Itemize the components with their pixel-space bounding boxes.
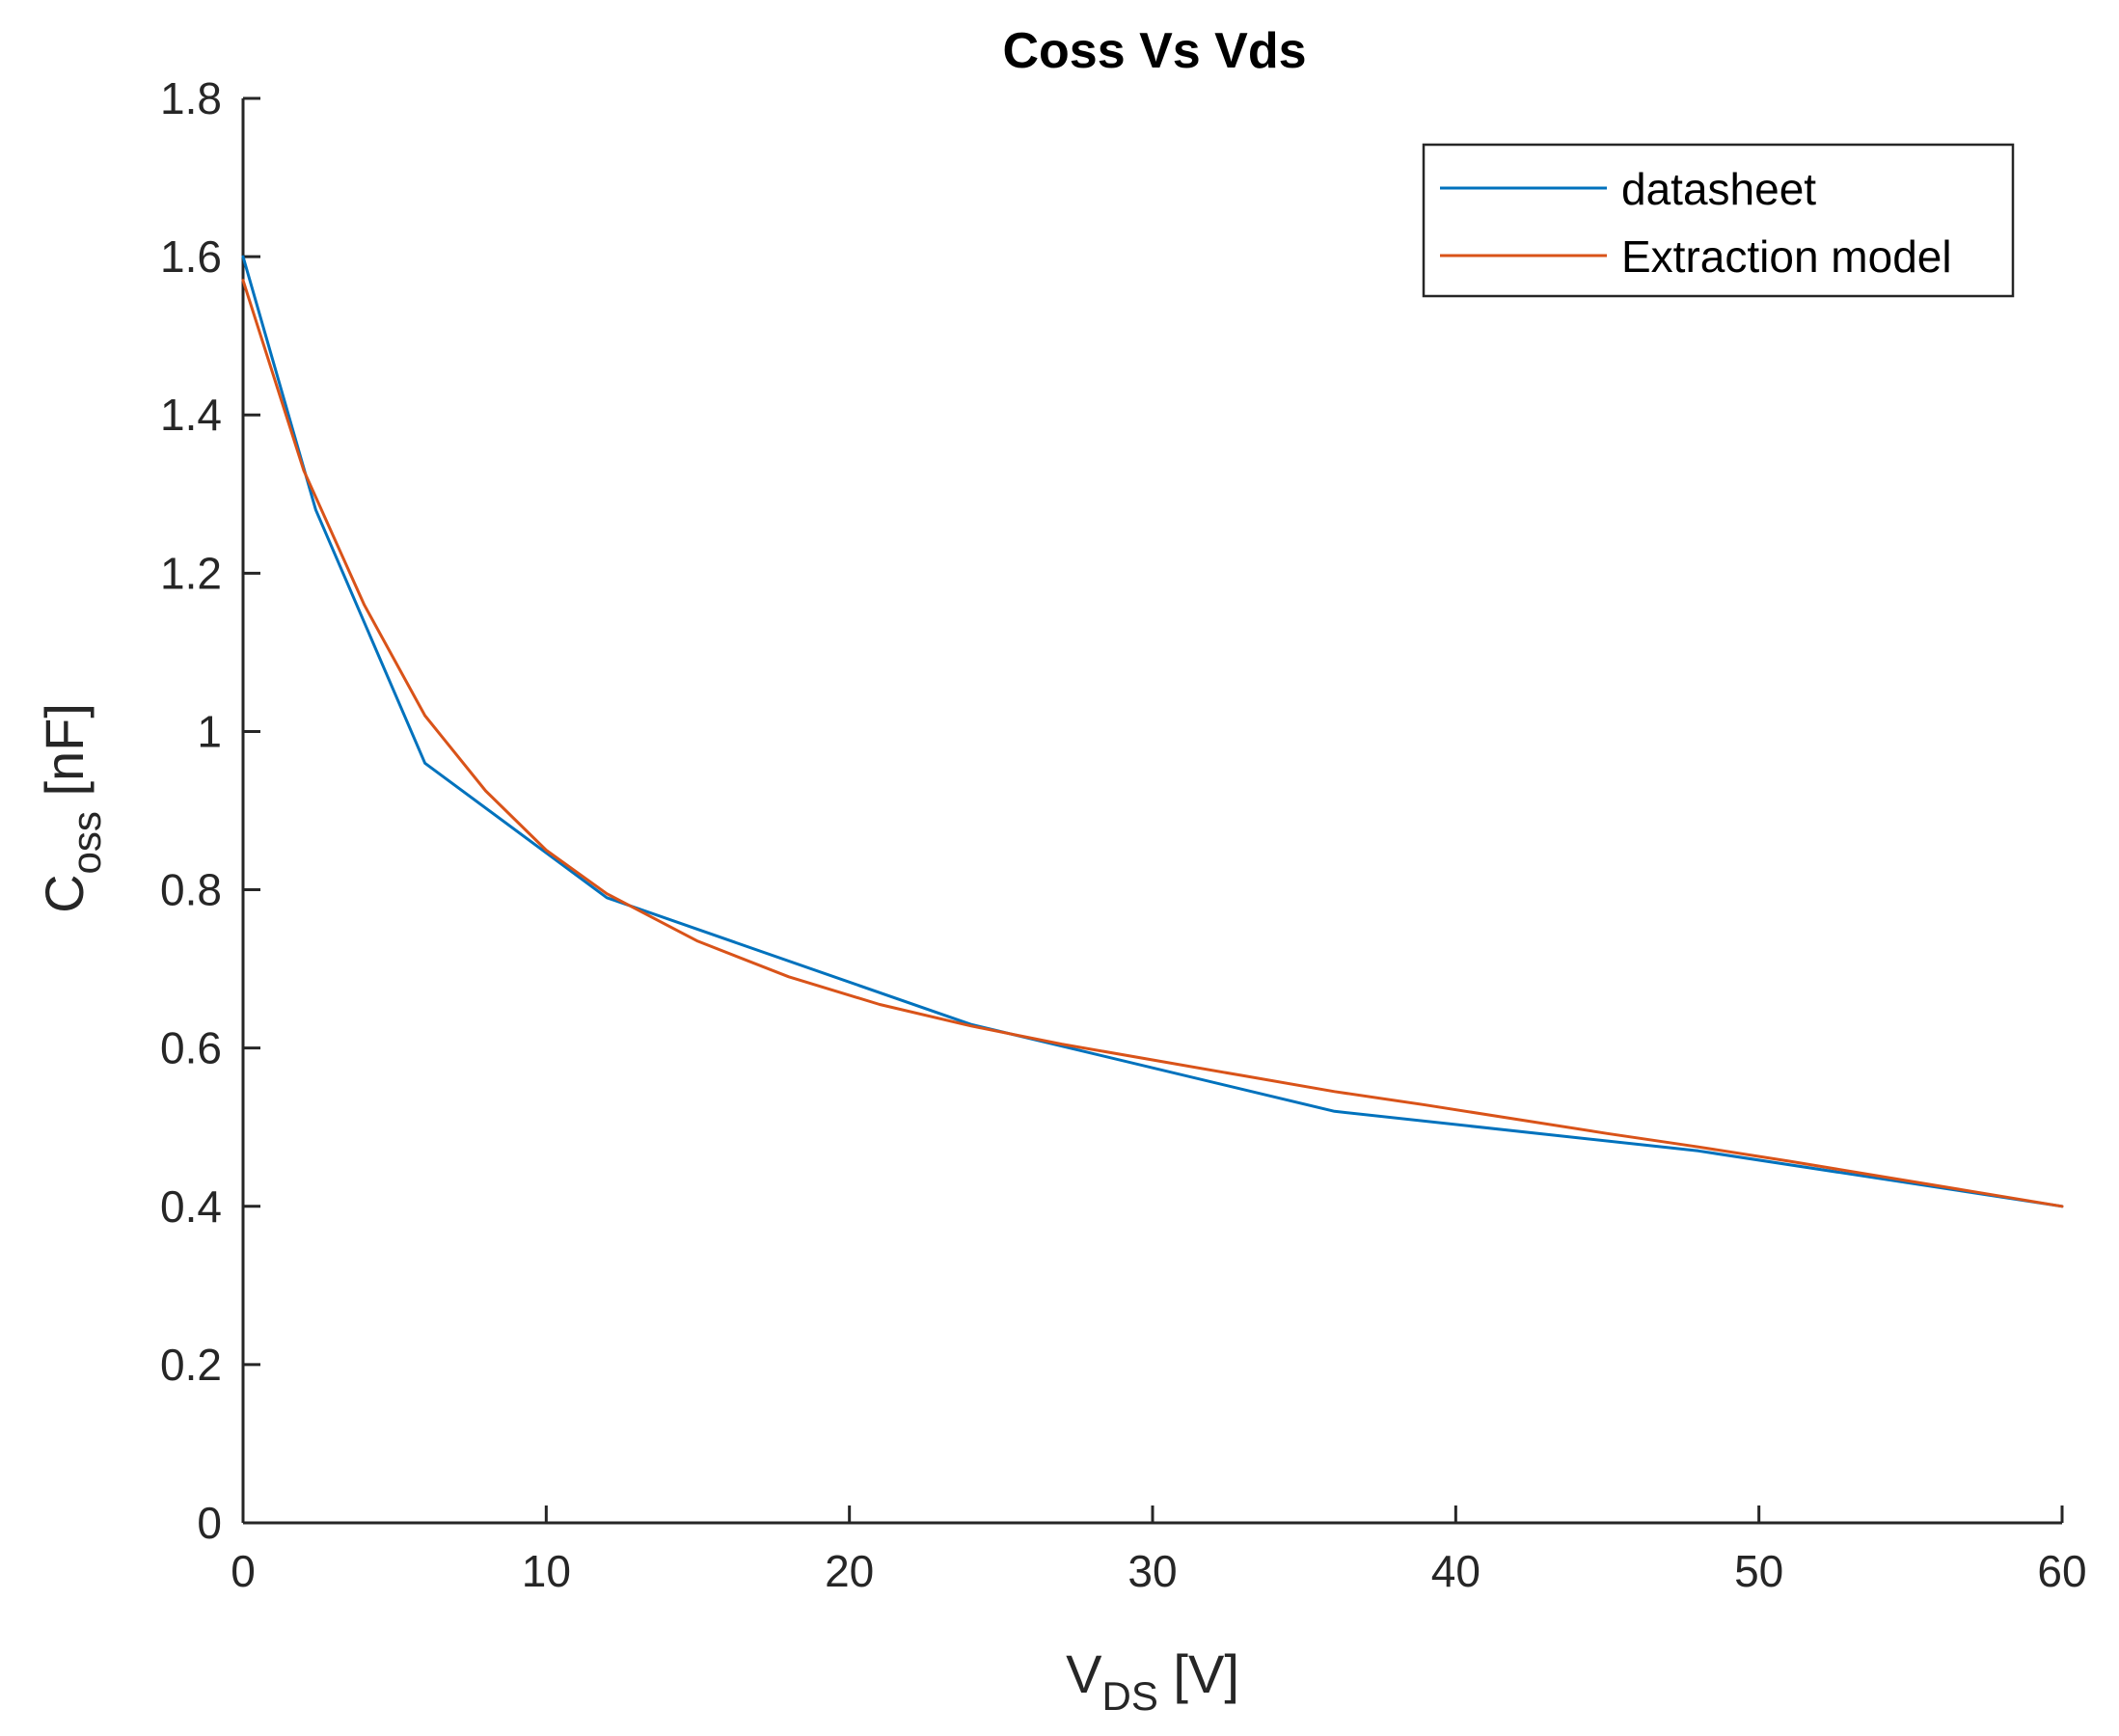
y-tick-label: 0.6 xyxy=(160,1023,222,1073)
legend-box xyxy=(1422,143,2015,298)
y-axis-label-unit: [nF] xyxy=(34,703,95,811)
y-tick-label: 0 xyxy=(197,1498,222,1548)
legend-label-datasheet: datasheet xyxy=(1621,164,1816,214)
legend: datasheet Extraction model xyxy=(1422,143,2015,298)
y-tick-label: 1.6 xyxy=(160,231,222,282)
y-ticks: 0 0.2 0.4 0.6 0.8 1 1.2 1.4 1.6 1.8 xyxy=(160,73,260,1548)
series-line-datasheet xyxy=(241,255,2064,1208)
x-tick-label: 50 xyxy=(1734,1546,1783,1596)
y-tick-label: 1 xyxy=(197,706,222,756)
y-axis-label-subscript: oss xyxy=(64,811,109,874)
y-tick-label: 1.4 xyxy=(160,390,222,440)
y-tick-label: 0.2 xyxy=(160,1340,222,1390)
chart-title: Coss Vs Vds xyxy=(1002,23,1306,79)
x-ticks: 0 10 20 30 40 50 60 xyxy=(231,1505,2087,1596)
series-group xyxy=(241,255,2064,1208)
x-tick-label: 10 xyxy=(522,1546,571,1596)
y-tick-label: 0.4 xyxy=(160,1181,222,1232)
y-tick-label: 1.8 xyxy=(160,73,222,123)
x-tick-label: 30 xyxy=(1127,1546,1177,1596)
y-axis-label-main: C xyxy=(34,874,95,912)
y-axis-label: Coss [nF] xyxy=(34,703,109,913)
x-tick-label: 40 xyxy=(1431,1546,1481,1596)
axes xyxy=(241,98,2062,1525)
x-tick-label: 20 xyxy=(825,1546,874,1596)
y-tick-label: 0.8 xyxy=(160,865,222,915)
x-tick-label: 60 xyxy=(2037,1546,2086,1596)
x-tick-label: 0 xyxy=(231,1546,256,1596)
x-axis-label-unit: [V] xyxy=(1158,1643,1239,1704)
x-axis-label: VDS [V] xyxy=(1066,1643,1239,1719)
legend-label-extraction-model: Extraction model xyxy=(1621,231,1952,282)
series-line-extraction-model xyxy=(241,279,2064,1208)
x-axis-label-main: V xyxy=(1066,1643,1102,1704)
y-tick-label: 1.2 xyxy=(160,548,222,598)
x-axis-label-subscript: DS xyxy=(1101,1673,1157,1719)
